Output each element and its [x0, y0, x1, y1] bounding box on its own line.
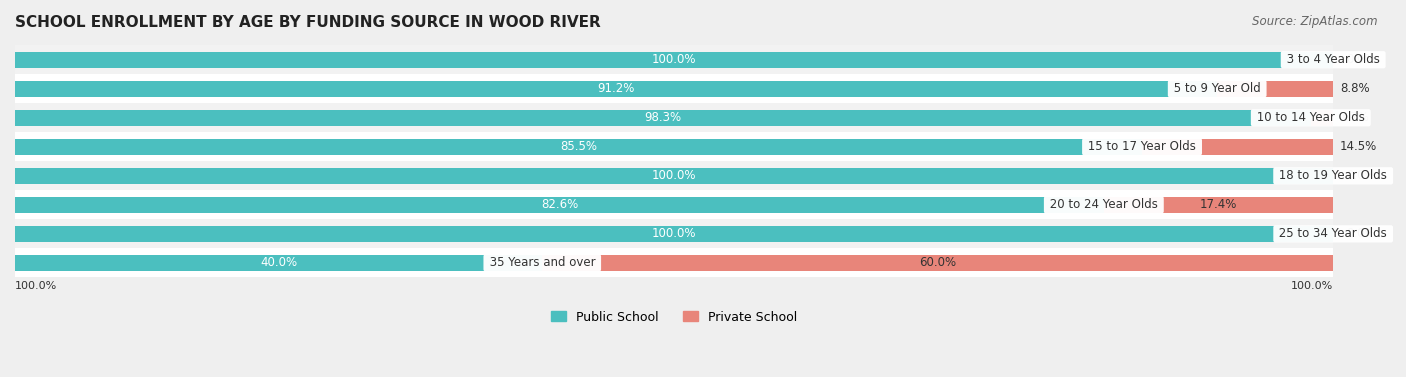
Text: 85.5%: 85.5%: [560, 140, 598, 153]
Text: 100.0%: 100.0%: [15, 281, 58, 291]
Text: 25 to 34 Year Olds: 25 to 34 Year Olds: [1275, 227, 1391, 241]
Text: SCHOOL ENROLLMENT BY AGE BY FUNDING SOURCE IN WOOD RIVER: SCHOOL ENROLLMENT BY AGE BY FUNDING SOUR…: [15, 15, 600, 30]
Bar: [15, 219, 1333, 248]
Bar: [543, 255, 1333, 271]
Text: 0.0%: 0.0%: [1347, 169, 1376, 182]
Bar: [15, 161, 1333, 190]
Bar: [15, 52, 1333, 68]
Text: 100.0%: 100.0%: [652, 53, 696, 66]
Text: 98.3%: 98.3%: [644, 111, 682, 124]
Text: 0.0%: 0.0%: [1347, 227, 1376, 241]
Bar: [15, 226, 1333, 242]
Text: 35 Years and over: 35 Years and over: [485, 256, 599, 270]
Bar: [15, 190, 1333, 219]
Text: 10 to 14 Year Olds: 10 to 14 Year Olds: [1253, 111, 1368, 124]
Bar: [15, 132, 1333, 161]
Text: 100.0%: 100.0%: [652, 169, 696, 182]
Text: 91.2%: 91.2%: [598, 82, 634, 95]
Bar: [15, 168, 1333, 184]
Bar: [15, 255, 543, 271]
Bar: [1218, 81, 1333, 97]
Legend: Public School, Private School: Public School, Private School: [546, 305, 803, 328]
Text: 5 to 9 Year Old: 5 to 9 Year Old: [1170, 82, 1264, 95]
Text: 15 to 17 Year Olds: 15 to 17 Year Olds: [1084, 140, 1199, 153]
Bar: [1142, 139, 1333, 155]
Text: 1.7%: 1.7%: [1340, 111, 1369, 124]
Text: 14.5%: 14.5%: [1340, 140, 1376, 153]
Bar: [15, 197, 1104, 213]
Bar: [15, 110, 1310, 126]
Text: 8.8%: 8.8%: [1340, 82, 1369, 95]
Text: 0.0%: 0.0%: [1347, 53, 1376, 66]
Bar: [1310, 110, 1333, 126]
Text: 17.4%: 17.4%: [1199, 198, 1237, 211]
Bar: [15, 248, 1333, 277]
Text: 3 to 4 Year Olds: 3 to 4 Year Olds: [1282, 53, 1384, 66]
Text: 60.0%: 60.0%: [920, 256, 956, 270]
Text: Source: ZipAtlas.com: Source: ZipAtlas.com: [1253, 15, 1378, 28]
Text: 82.6%: 82.6%: [541, 198, 578, 211]
Bar: [15, 103, 1333, 132]
Text: 20 to 24 Year Olds: 20 to 24 Year Olds: [1046, 198, 1161, 211]
Bar: [15, 74, 1333, 103]
Bar: [15, 45, 1333, 74]
Bar: [15, 81, 1218, 97]
Bar: [15, 139, 1142, 155]
Text: 100.0%: 100.0%: [1291, 281, 1333, 291]
Bar: [1104, 197, 1333, 213]
Text: 40.0%: 40.0%: [260, 256, 297, 270]
Text: 100.0%: 100.0%: [652, 227, 696, 241]
Text: 18 to 19 Year Olds: 18 to 19 Year Olds: [1275, 169, 1391, 182]
